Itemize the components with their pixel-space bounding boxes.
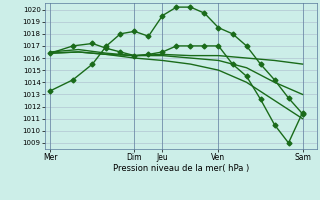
X-axis label: Pression niveau de la mer( hPa ): Pression niveau de la mer( hPa )	[113, 164, 249, 173]
